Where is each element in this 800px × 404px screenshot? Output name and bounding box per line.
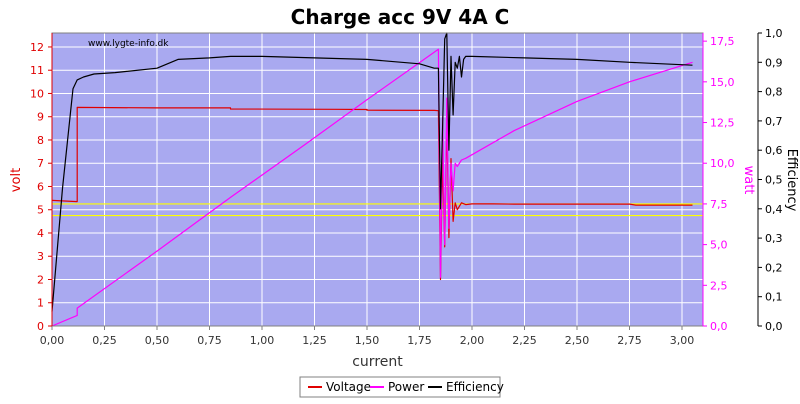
plot-area bbox=[52, 33, 703, 326]
watt-tick-label: 5,0 bbox=[710, 239, 728, 252]
volt-tick-label: 2 bbox=[37, 273, 44, 286]
volt-tick-label: 0 bbox=[37, 320, 44, 333]
series-line-efficiency bbox=[51, 32, 693, 312]
x-tick-label: 0,50 bbox=[145, 334, 170, 347]
efficiency-tick-label: 0,6 bbox=[765, 144, 783, 157]
series-line-power bbox=[51, 48, 693, 327]
x-tick-label: 1,25 bbox=[302, 334, 327, 347]
watt-tick-label: 15,0 bbox=[710, 76, 735, 89]
volt-tick-label: 4 bbox=[37, 227, 44, 240]
efficiency-tick-label: 0,2 bbox=[765, 261, 783, 274]
volt-tick-label: 7 bbox=[37, 157, 44, 170]
volt-tick-label: 6 bbox=[37, 180, 44, 193]
efficiency-tick-label: 0,4 bbox=[765, 203, 783, 216]
volt-tick-label: 1 bbox=[37, 297, 44, 310]
volt-tick-label: 9 bbox=[37, 111, 44, 124]
x-tick-label: 0,25 bbox=[92, 334, 117, 347]
x-tick-label: 2,50 bbox=[565, 334, 590, 347]
efficiency-tick-label: 0,9 bbox=[765, 56, 783, 69]
legend-label-efficiency: Efficiency bbox=[446, 380, 504, 394]
watt-tick-label: 7,5 bbox=[710, 198, 728, 211]
x-tick-label: 1,75 bbox=[407, 334, 432, 347]
watt-tick-label: 10,0 bbox=[710, 157, 735, 170]
efficiency-axis-label: Efficiency bbox=[784, 149, 799, 212]
efficiency-tick-label: 0,1 bbox=[765, 291, 783, 304]
chart-title: Charge acc 9V 4A C bbox=[291, 5, 510, 29]
legend-label-voltage: Voltage bbox=[326, 380, 371, 394]
legend bbox=[299, 376, 501, 398]
watt-tick-label: 0,0 bbox=[710, 320, 728, 333]
efficiency-tick-label: 0,8 bbox=[765, 86, 783, 99]
x-tick-label: 2,25 bbox=[512, 334, 537, 347]
watermark: www.lygte-info.dk bbox=[88, 39, 169, 49]
watt-tick-label: 17,5 bbox=[710, 35, 735, 48]
legend-label-power: Power bbox=[388, 380, 424, 394]
watt-tick-label: 12,5 bbox=[710, 117, 735, 130]
x-tick-label: 3,00 bbox=[670, 334, 695, 347]
volt-axis-label: volt bbox=[9, 168, 24, 192]
efficiency-tick-label: 0,3 bbox=[765, 232, 783, 245]
efficiency-tick-label: 1,0 bbox=[765, 27, 783, 40]
x-tick-label: 0,00 bbox=[40, 334, 65, 347]
volt-tick-label: 8 bbox=[37, 134, 44, 147]
x-axis-label: current bbox=[352, 354, 403, 370]
volt-tick-label: 10 bbox=[30, 87, 44, 100]
efficiency-tick-label: 0,0 bbox=[765, 320, 783, 333]
watt-axis-label: watt bbox=[741, 166, 756, 195]
x-tick-label: 2,75 bbox=[617, 334, 642, 347]
volt-tick-label: 3 bbox=[37, 250, 44, 263]
x-tick-label: 1,00 bbox=[250, 334, 275, 347]
x-tick-label: 2,00 bbox=[460, 334, 485, 347]
volt-tick-label: 12 bbox=[30, 41, 44, 54]
volt-tick-label: 11 bbox=[30, 64, 44, 77]
efficiency-tick-label: 0,7 bbox=[765, 115, 783, 128]
volt-tick-label: 5 bbox=[37, 204, 44, 217]
efficiency-tick-label: 0,5 bbox=[765, 174, 783, 187]
watt-tick-label: 2,5 bbox=[710, 279, 728, 292]
x-tick-label: 1,50 bbox=[355, 334, 380, 347]
x-tick-label: 0,75 bbox=[197, 334, 222, 347]
